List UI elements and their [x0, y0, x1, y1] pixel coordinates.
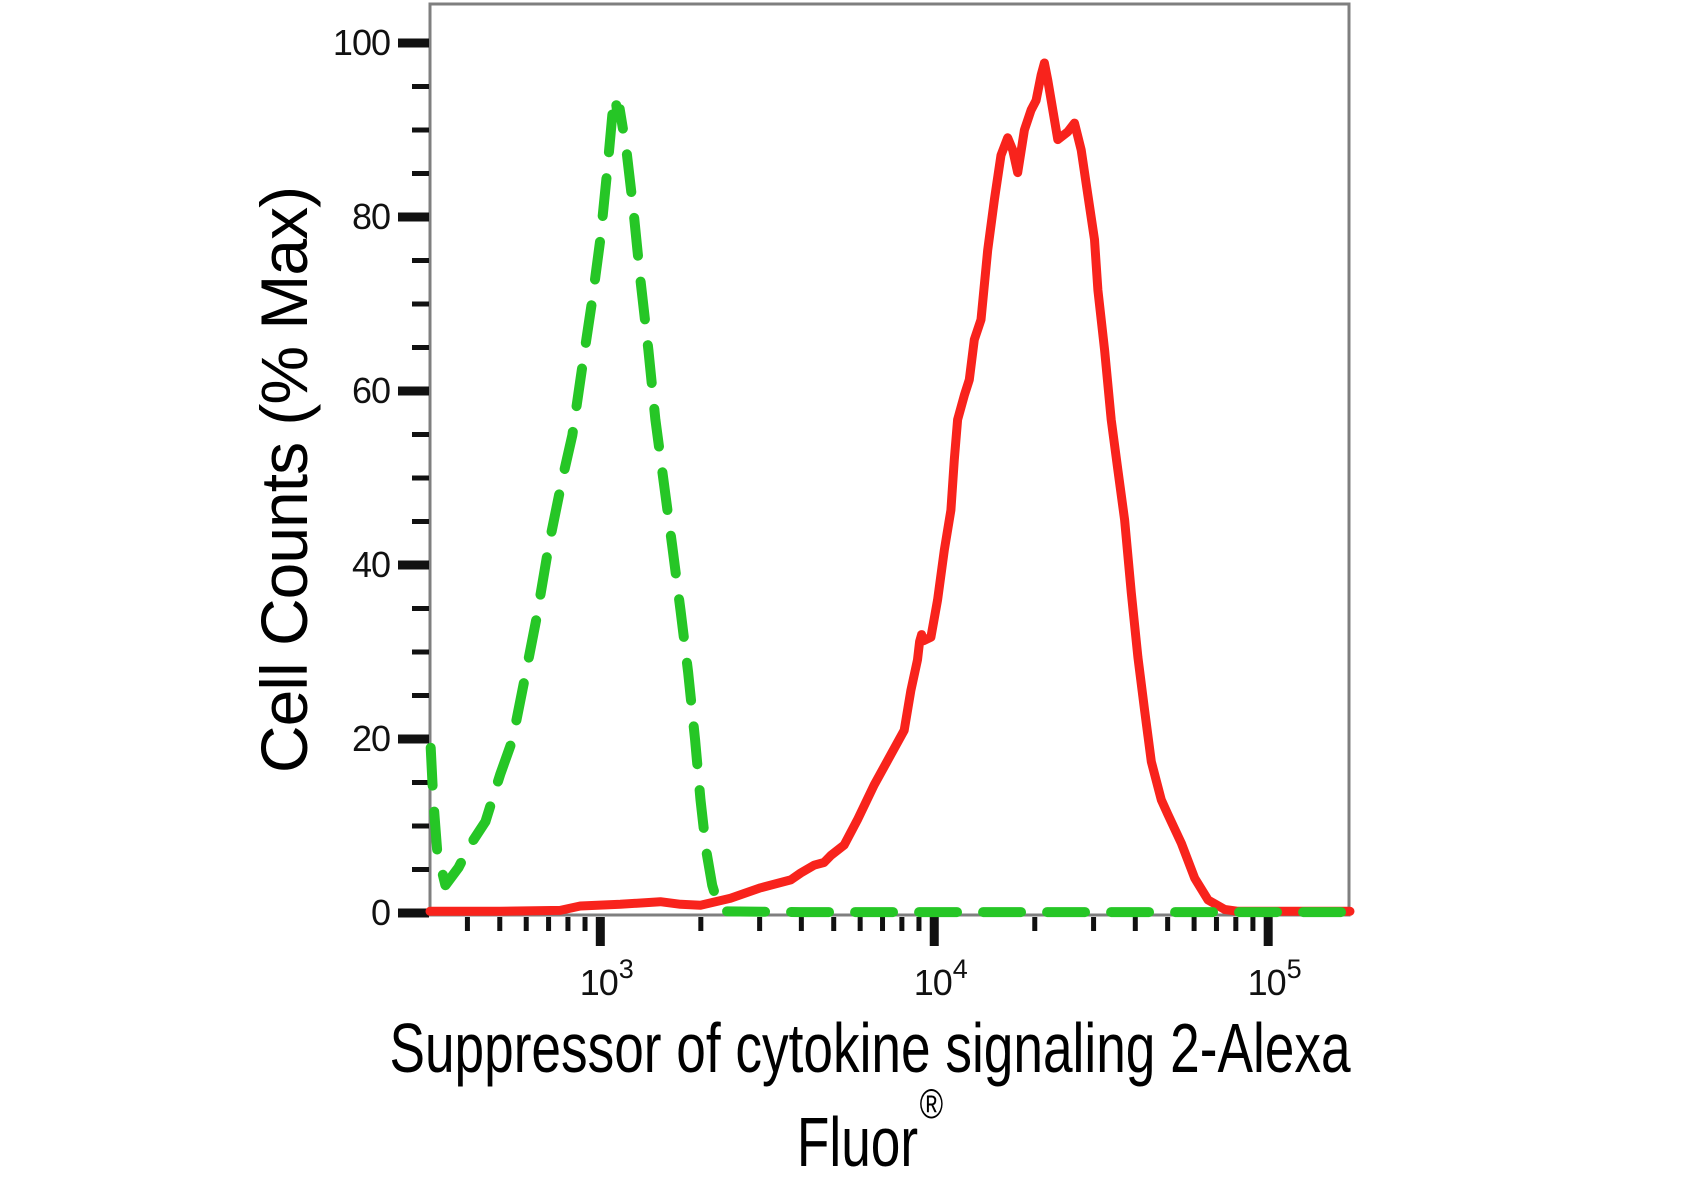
y-axis-title: Cell Counts (% Max) [247, 186, 321, 774]
histogram-curves [425, 58, 1355, 918]
x-axis-ticks [464, 917, 1273, 946]
y-tick-label: 60 [351, 370, 391, 411]
y-axis-ticks [398, 38, 429, 918]
y-tick-label: 100 [332, 22, 391, 64]
registered-trademark-symbol: ® [919, 1080, 944, 1127]
x-tick-label: 104 [913, 954, 968, 1004]
x-tick-label: 103 [579, 954, 634, 1004]
x-axis-title-line2: 647 [338, 1182, 1402, 1186]
x-tick-exponent: 3 [618, 954, 634, 984]
y-tick-label: 40 [351, 544, 391, 585]
x-tick-base: 10 [579, 962, 619, 1003]
x-tick-exponent: 5 [1286, 954, 1302, 984]
sample-SOCS2-AF647-curve [425, 58, 1355, 916]
x-tick-label: 105 [1247, 954, 1302, 1004]
negative-control-curve [425, 92, 1355, 918]
y-tick-label: 0 [370, 892, 391, 933]
x-axis-title: Suppressor of cytokine signaling 2-Alexa… [338, 1008, 1402, 1186]
x-tick-exponent: 4 [952, 954, 968, 984]
x-tick-base: 10 [1247, 962, 1287, 1003]
x-axis-title-line1: Suppressor of cytokine signaling 2-Alexa… [389, 1009, 1351, 1182]
y-tick-label: 20 [351, 718, 391, 759]
y-tick-label: 80 [351, 196, 391, 237]
x-tick-base: 10 [913, 962, 953, 1003]
